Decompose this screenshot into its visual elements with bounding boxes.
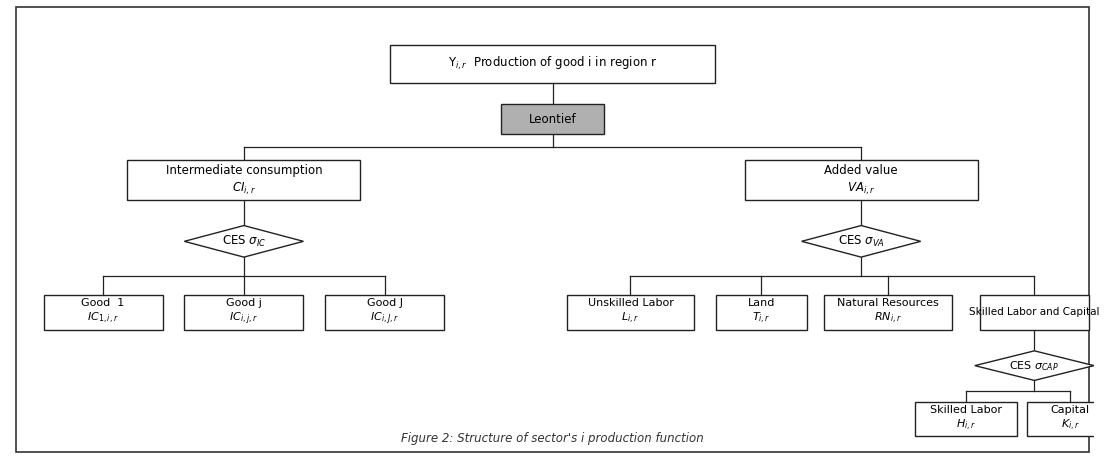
Polygon shape bbox=[975, 351, 1094, 381]
FancyBboxPatch shape bbox=[185, 295, 304, 330]
Text: Land
$T_{i,r}$: Land $T_{i,r}$ bbox=[748, 298, 776, 326]
FancyBboxPatch shape bbox=[980, 295, 1088, 330]
Text: Good J
$IC_{i,J,r}$: Good J $IC_{i,J,r}$ bbox=[367, 297, 402, 327]
Polygon shape bbox=[185, 225, 304, 257]
Text: Capital
$K_{i,r}$: Capital $K_{i,r}$ bbox=[1051, 405, 1090, 433]
Text: Good  1
$IC_{1,i,r}$: Good 1 $IC_{1,i,r}$ bbox=[82, 298, 125, 326]
FancyBboxPatch shape bbox=[501, 104, 604, 134]
Text: Natural Resources
$RN_{i,r}$: Natural Resources $RN_{i,r}$ bbox=[838, 298, 939, 326]
FancyBboxPatch shape bbox=[325, 295, 444, 330]
FancyBboxPatch shape bbox=[43, 295, 162, 330]
FancyBboxPatch shape bbox=[745, 161, 978, 200]
Text: Added value
$VA_{i,r}$: Added value $VA_{i,r}$ bbox=[824, 164, 898, 196]
FancyBboxPatch shape bbox=[567, 295, 694, 330]
FancyBboxPatch shape bbox=[915, 402, 1017, 436]
FancyBboxPatch shape bbox=[127, 161, 360, 200]
Text: Y$_{i,r}$  Production of good i in region r: Y$_{i,r}$ Production of good i in region… bbox=[448, 55, 657, 73]
Text: Intermediate consumption
$CI_{i,r}$: Intermediate consumption $CI_{i,r}$ bbox=[166, 164, 323, 196]
Text: Good j
$IC_{i,j,r}$: Good j $IC_{i,j,r}$ bbox=[225, 297, 262, 327]
Text: CES $\sigma_{VA}$: CES $\sigma_{VA}$ bbox=[838, 234, 885, 249]
Text: CES $\sigma_{CAP}$: CES $\sigma_{CAP}$ bbox=[1010, 359, 1060, 373]
FancyBboxPatch shape bbox=[1027, 402, 1105, 436]
FancyBboxPatch shape bbox=[824, 295, 953, 330]
Text: Figure 2: Structure of sector's i production function: Figure 2: Structure of sector's i produc… bbox=[401, 431, 704, 444]
Text: Unskilled Labor
$L_{i,r}$: Unskilled Labor $L_{i,r}$ bbox=[588, 298, 673, 326]
FancyBboxPatch shape bbox=[716, 295, 807, 330]
FancyBboxPatch shape bbox=[390, 45, 715, 83]
Text: CES $\sigma_{IC}$: CES $\sigma_{IC}$ bbox=[222, 234, 266, 249]
Polygon shape bbox=[801, 225, 920, 257]
Text: Leontief: Leontief bbox=[528, 112, 577, 125]
Text: Skilled Labor
$H_{i,r}$: Skilled Labor $H_{i,r}$ bbox=[930, 405, 1002, 433]
Text: Skilled Labor and Capital: Skilled Labor and Capital bbox=[969, 308, 1099, 317]
